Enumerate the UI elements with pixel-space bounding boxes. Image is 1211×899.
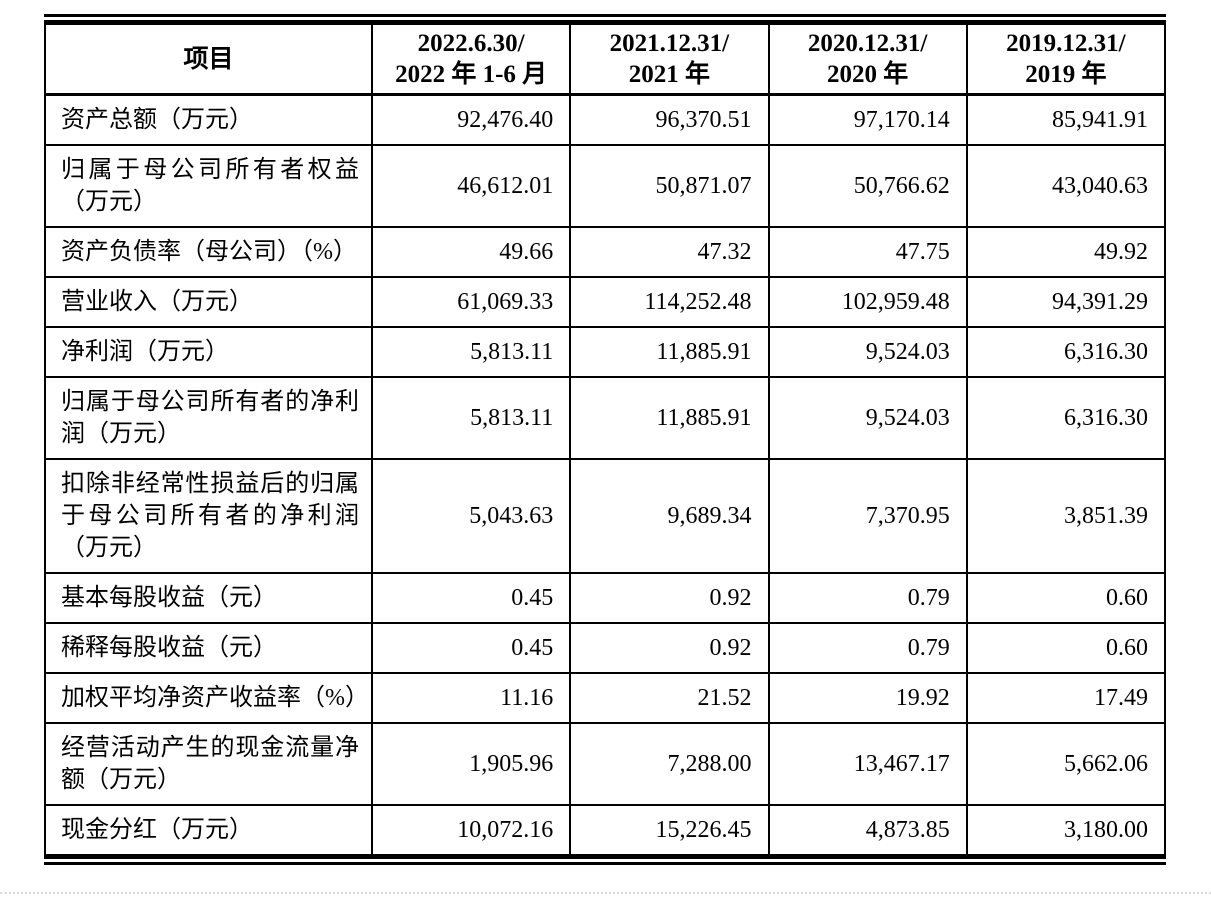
value-cell: 0.45 [371,622,572,674]
table-row-debt-ratio: 资产负债率（母公司）（%） 49.66 47.32 47.75 49.92 [43,226,1167,278]
row-label-cell: 营业收入（万元） [43,276,374,328]
value-cell: 92,476.40 [371,93,572,146]
row-label-cell: 净利润（万元） [43,326,374,378]
table-row-net-profit: 净利润（万元） 5,813.11 11,885.91 9,524.03 6,31… [43,326,1167,378]
period-date-line: 2021.12.31/ [609,30,730,57]
table-row-cash-dividend: 现金分红（万元） 10,072.16 15,226.45 4,873.85 3,… [43,804,1167,856]
period-span-line: 2019 年 [1025,61,1107,88]
period-span-line: 2022 年 1-6 月 [395,61,548,88]
value-cell: 61,069.33 [371,276,572,328]
value-cell: 102,959.48 [767,276,968,328]
value-cell: 9,524.03 [767,326,968,378]
value-cell: 5,813.11 [371,376,572,460]
value-cell: 50,871.07 [569,144,770,228]
value-cell: 6,316.30 [965,326,1167,378]
value-cell: 13,467.17 [767,722,968,806]
table-row-operating-cash-flow: 经营活动产生的现金流量净额（万元） 1,905.96 7,288.00 13,4… [43,722,1167,806]
value-cell: 47.32 [569,226,770,278]
column-header-item-label: 项目 [183,45,234,73]
value-cell: 97,170.14 [767,93,968,146]
value-cell: 0.60 [965,572,1167,624]
value-cell: 114,252.48 [569,276,770,328]
period-date-line: 2020.12.31/ [807,30,928,57]
financial-summary-table-wrap: 项目 2022.6.30/ 2022 年 1-6 月 2021.12.31/ 2… [43,14,1167,865]
row-label-cell: 归属于母公司所有者权益（万元） [43,144,374,228]
row-label-cell: 加权平均净资产收益率（%） [43,672,374,724]
value-cell: 11,885.91 [569,376,770,460]
table-row-parent-net-profit: 归属于母公司所有者的净利润（万元） 5,813.11 11,885.91 9,5… [43,376,1167,460]
financial-summary-table: 项目 2022.6.30/ 2022 年 1-6 月 2021.12.31/ 2… [43,23,1167,856]
column-header-period-2019: 2019.12.31/ 2019 年 [965,23,1167,96]
value-cell: 0.92 [569,572,770,624]
column-header-item: 项目 [43,23,374,96]
value-cell: 3,180.00 [965,804,1167,856]
value-cell: 0.79 [767,572,968,624]
value-cell: 5,813.11 [371,326,572,378]
table-row-total-assets: 资产总额（万元） 92,476.40 96,370.51 97,170.14 8… [43,93,1167,146]
row-label-cell: 稀释每股收益（元） [43,622,374,674]
row-label-cell: 资产总额（万元） [43,93,374,146]
value-cell: 7,288.00 [569,722,770,806]
value-cell: 6,316.30 [965,376,1167,460]
value-cell: 96,370.51 [569,93,770,146]
period-span-line: 2021 年 [628,61,711,88]
value-cell: 10,072.16 [371,804,572,856]
column-header-period-2020: 2020.12.31/ 2020 年 [767,23,968,96]
table-row-operating-revenue: 营业收入（万元） 61,069.33 114,252.48 102,959.48… [43,276,1167,328]
row-label-cell: 基本每股收益（元） [43,572,374,624]
value-cell: 0.92 [569,622,770,674]
row-label-cell: 资产负债率（母公司）（%） [43,226,374,278]
value-cell: 19.92 [767,672,968,724]
value-cell: 7,370.95 [767,458,968,574]
value-cell: 5,043.63 [371,458,572,574]
value-cell: 4,873.85 [767,804,968,856]
value-cell: 85,941.91 [965,93,1167,146]
column-header-period-2022: 2022.6.30/ 2022 年 1-6 月 [371,23,572,96]
value-cell: 9,524.03 [767,376,968,460]
value-cell: 0.45 [371,572,572,624]
period-span-line: 2020 年 [826,61,909,88]
value-cell: 0.79 [767,622,968,674]
value-cell: 43,040.63 [965,144,1167,228]
value-cell: 94,391.29 [965,276,1167,328]
row-label-cell: 扣除非经常性损益后的归属于母公司所有者的净利润（万元） [43,458,374,574]
period-date-line: 2022.6.30/ [417,30,525,57]
value-cell: 0.60 [965,622,1167,674]
table-row-weighted-roe: 加权平均净资产收益率（%） 11.16 21.52 19.92 17.49 [43,672,1167,724]
row-label-cell: 现金分红（万元） [43,804,374,856]
value-cell: 5,662.06 [965,722,1167,806]
column-header-period-2021: 2021.12.31/ 2021 年 [569,23,770,96]
value-cell: 1,905.96 [371,722,572,806]
table-row-diluted-eps: 稀释每股收益（元） 0.45 0.92 0.79 0.60 [43,622,1167,674]
row-label-cell: 经营活动产生的现金流量净额（万元） [43,722,374,806]
page-edge-divider [0,892,1211,894]
value-cell: 46,612.01 [371,144,572,228]
row-label-cell: 归属于母公司所有者的净利润（万元） [43,376,374,460]
value-cell: 15,226.45 [569,804,770,856]
value-cell: 21.52 [569,672,770,724]
table-row-parent-equity: 归属于母公司所有者权益（万元） 46,612.01 50,871.07 50,7… [43,144,1167,228]
value-cell: 49.66 [371,226,572,278]
value-cell: 11,885.91 [569,326,770,378]
value-cell: 9,689.34 [569,458,770,574]
table-row-basic-eps: 基本每股收益（元） 0.45 0.92 0.79 0.60 [43,572,1167,624]
value-cell: 50,766.62 [767,144,968,228]
table-row-deducted-net-profit: 扣除非经常性损益后的归属于母公司所有者的净利润（万元） 5,043.63 9,6… [43,458,1167,574]
header-row: 项目 2022.6.30/ 2022 年 1-6 月 2021.12.31/ 2… [43,23,1167,96]
value-cell: 47.75 [767,226,968,278]
value-cell: 11.16 [371,672,572,724]
value-cell: 3,851.39 [965,458,1167,574]
value-cell: 17.49 [965,672,1167,724]
value-cell: 49.92 [965,226,1167,278]
period-date-line: 2019.12.31/ [1006,30,1126,57]
